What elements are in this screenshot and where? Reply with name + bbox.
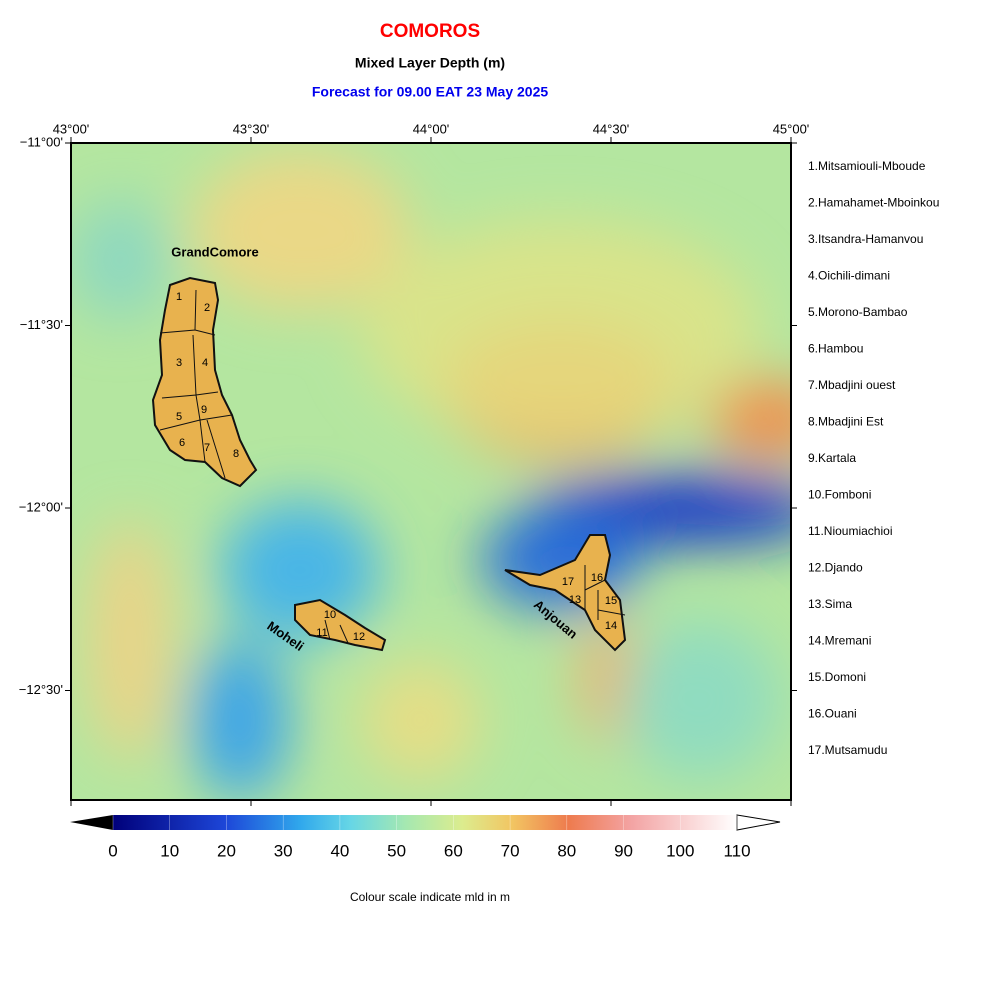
lon-tick-label: 43°00' xyxy=(53,121,90,136)
colorbar-tick-label: 40 xyxy=(330,841,349,860)
district-legend: 1.Mitsamiouli-Mboude xyxy=(808,159,926,173)
district-legend: 13.Sima xyxy=(808,597,852,611)
title: COMOROS xyxy=(380,21,480,42)
grand-comore xyxy=(151,276,258,488)
colorbar-tick-label: 70 xyxy=(501,841,520,860)
lon-tick-label: 44°00' xyxy=(413,121,450,136)
colorbar-tick-label: 30 xyxy=(274,841,293,860)
district-legend: 10.Fomboni xyxy=(808,488,871,502)
district-borders xyxy=(584,565,626,620)
lon-tick-label: 45°00' xyxy=(773,121,810,136)
district-legend: 3.Itsandra-Hamanvou xyxy=(808,232,923,246)
colorbar-tick-label: 110 xyxy=(723,841,750,860)
district-legend: 6.Hambou xyxy=(808,342,863,356)
district-number: 8 xyxy=(233,448,239,460)
district-number: 9 xyxy=(201,404,207,416)
colorbar-tick-label: 60 xyxy=(444,841,463,860)
anjouan xyxy=(504,534,627,652)
district-legend: 9.Kartala xyxy=(808,451,856,465)
colorbar-low-arrow xyxy=(70,815,113,830)
district-number: 16 xyxy=(591,572,603,584)
lat-tick-label: −12°00' xyxy=(19,499,63,514)
district-legend: 14.Mremani xyxy=(808,634,871,648)
colorbar-tick-label: 80 xyxy=(557,841,576,860)
district-legend: 16.Ouani xyxy=(808,707,857,721)
colorbar-high-arrow xyxy=(736,814,781,831)
district-legend: 17.Mutsamudu xyxy=(808,743,887,757)
district-number: 10 xyxy=(324,609,336,621)
district-number: 12 xyxy=(353,631,365,643)
lat-tick-label: −12°30' xyxy=(19,682,63,697)
district-number: 4 xyxy=(202,357,208,369)
district-borders xyxy=(324,619,349,644)
colorbar-tick-label: 0 xyxy=(108,841,117,860)
district-number: 6 xyxy=(179,437,185,449)
colorbar-tick-label: 100 xyxy=(666,841,694,860)
district-legend: 5.Morono-Bambao xyxy=(808,305,908,319)
district-number: 15 xyxy=(605,595,617,607)
district-number: 1 xyxy=(176,291,182,303)
colorbar-tick-label: 10 xyxy=(160,841,179,860)
colorbar xyxy=(113,815,737,830)
district-legend: 11.Nioumiachioi xyxy=(808,524,893,538)
subtitle: Mixed Layer Depth (m) xyxy=(355,55,505,71)
district-number: 11 xyxy=(316,627,327,639)
colorbar-tick-label: 90 xyxy=(614,841,633,860)
district-borders xyxy=(159,289,233,479)
colorbar-tick-label: 20 xyxy=(217,841,236,860)
lat-tick-label: −11°30' xyxy=(20,317,63,332)
district-legend: 15.Domoni xyxy=(808,670,866,684)
district-legend: 4.Oichili-dimani xyxy=(808,269,890,283)
district-legend: 12.Djando xyxy=(808,561,863,575)
district-number: 7 xyxy=(204,442,210,454)
district-legend: 2.Hamahamet-Mboinkou xyxy=(808,196,939,210)
district-number: 5 xyxy=(176,411,182,423)
lon-tick-label: 44°30' xyxy=(593,121,630,136)
district-number: 2 xyxy=(204,302,210,314)
district-number: 14 xyxy=(605,620,617,632)
mld-field xyxy=(71,143,791,800)
colorbar-tick-label: 50 xyxy=(387,841,406,860)
district-number: 13 xyxy=(569,594,581,606)
district-number: 3 xyxy=(176,357,182,369)
island-name: GrandComore xyxy=(171,244,258,259)
lat-tick-label: −11°00' xyxy=(20,134,63,149)
district-legend: 8.Mbadjini Est xyxy=(808,415,884,429)
forecast-time: Forecast for 09.00 EAT 23 May 2025 xyxy=(312,84,549,100)
district-number: 17 xyxy=(562,576,574,588)
district-legend: 7.Mbadjini ouest xyxy=(808,378,896,392)
lon-tick-label: 43°30' xyxy=(233,121,270,136)
colorbar-caption: Colour scale indicate mld in m xyxy=(350,890,510,904)
